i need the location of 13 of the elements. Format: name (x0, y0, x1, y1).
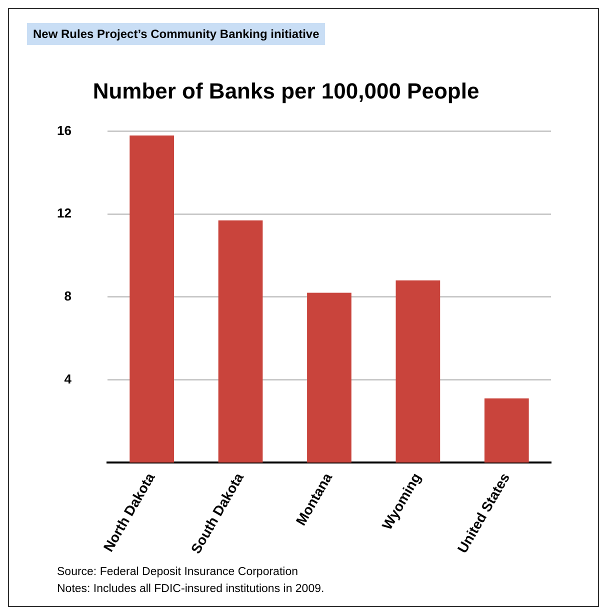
bar (484, 398, 529, 462)
bar (130, 136, 174, 462)
chart-subtitle: New Rules Project’s Community Banking initiative (27, 23, 326, 45)
chart-title: Number of Banks per 100,000 People (92, 78, 480, 104)
y-tick-label: 12 (56, 206, 72, 221)
y-tick-label: 8 (64, 288, 72, 304)
y-tick-label: 16 (56, 122, 72, 138)
bar (307, 292, 352, 462)
text: Notes: Includes all FDIC-insured institutions in 2009. (57, 582, 324, 597)
source-note: Source: Federal Deposit Insurance Corporation (57, 565, 299, 580)
bar (218, 220, 263, 462)
bar (396, 280, 440, 462)
y-tick-label: 4 (64, 371, 72, 386)
